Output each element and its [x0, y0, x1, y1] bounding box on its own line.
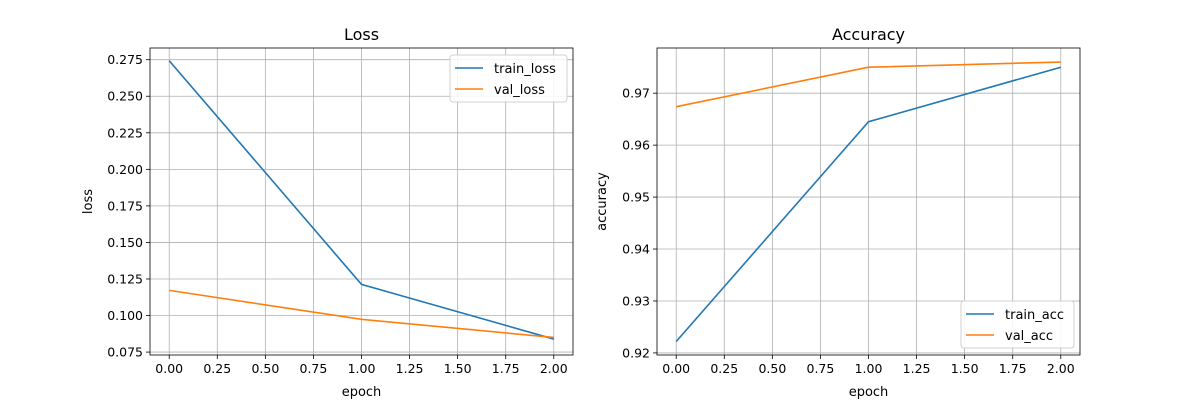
y-tick-label: 0.100 — [107, 308, 143, 323]
y-tick-label: 0.96 — [622, 138, 650, 153]
x-tick-label: 0.50 — [758, 361, 786, 376]
chart-title: Accuracy — [832, 25, 905, 44]
y-tick-label: 0.225 — [107, 125, 143, 140]
y-tick-label: 0.200 — [107, 162, 143, 177]
x-axis-label: epoch — [849, 385, 889, 400]
x-tick-label: 0.00 — [662, 361, 690, 376]
y-axis-label: loss — [81, 189, 96, 214]
axes-frame — [149, 47, 574, 356]
x-tick-label: 2.00 — [1047, 361, 1075, 376]
x-tick-label: 0.75 — [807, 361, 835, 376]
x-tick-label: 1.00 — [348, 361, 376, 376]
y-tick-label: 0.95 — [622, 190, 650, 205]
x-tick-label: 0.25 — [710, 361, 738, 376]
x-tick-label: 0.50 — [251, 361, 279, 376]
x-tick-label: 0.75 — [300, 361, 328, 376]
x-tick-label: 0.25 — [203, 361, 231, 376]
x-axis-label: epoch — [342, 385, 382, 400]
x-tick-label: 1.75 — [999, 361, 1027, 376]
y-tick-label: 0.075 — [107, 345, 143, 360]
series-line-train_loss — [168, 60, 554, 340]
y-tick-label: 0.97 — [622, 86, 650, 101]
legend-label: val_loss — [494, 83, 545, 98]
loss-chart: 0.00 0.25 0.50 0.75 1.00 1.25 1.50 1.75 2.00 0.07… — [81, 25, 574, 400]
y-axis-label: accuracy — [595, 172, 610, 231]
y-tick-label: 0.150 — [107, 235, 143, 250]
x-tick-label: 1.25 — [903, 361, 931, 376]
legend-label: val_acc — [1005, 329, 1053, 344]
x-tick-label: 0.00 — [155, 361, 183, 376]
legend-label: train_loss — [494, 62, 556, 77]
x-tick-label: 2.00 — [540, 361, 568, 376]
series-line-val_loss — [169, 289, 554, 339]
legend-box — [449, 54, 568, 103]
y-tick-label: 0.92 — [622, 345, 650, 360]
y-tick-label: 0.125 — [107, 271, 143, 286]
y-tick-label: 0.275 — [107, 52, 143, 67]
x-tick-label: 1.50 — [444, 361, 472, 376]
series-line-train_acc — [675, 66, 1061, 343]
series-line-val_acc — [676, 61, 1061, 108]
legend: train_loss val_loss — [449, 54, 568, 103]
x-tick-label: 1.25 — [396, 361, 424, 376]
x-tick-label: 1.75 — [492, 361, 520, 376]
x-tick-label: 1.50 — [951, 361, 979, 376]
legend-label: train_acc — [1005, 308, 1064, 323]
axes-frame — [656, 47, 1081, 356]
y-tick-label: 0.94 — [622, 242, 650, 257]
legend: train_acc val_acc — [960, 300, 1075, 349]
y-tick-label: 0.175 — [107, 198, 143, 213]
legend-box — [960, 300, 1075, 349]
accuracy-chart: 0.00 0.25 0.50 0.75 1.00 1.25 1.50 1.75 2.00 0.92… — [595, 25, 1081, 400]
y-tick-label: 0.250 — [107, 89, 143, 104]
x-tick-label: 1.00 — [855, 361, 883, 376]
chart-title: Loss — [344, 25, 379, 44]
y-tick-label: 0.93 — [622, 293, 650, 308]
